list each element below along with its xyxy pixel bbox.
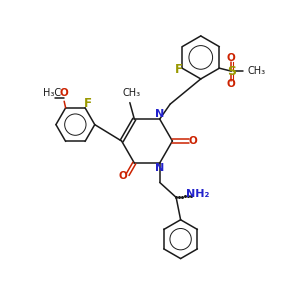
Text: O: O [119,171,128,181]
Text: S: S [227,65,236,78]
Text: H₃C: H₃C [43,88,61,98]
Text: O: O [188,136,197,146]
Text: F: F [83,97,92,110]
Text: N: N [155,109,164,119]
Text: NH₂: NH₂ [186,189,209,200]
Text: CH₃: CH₃ [248,66,266,76]
Text: F: F [175,63,183,76]
Text: O: O [60,88,68,98]
Text: N: N [155,164,164,173]
Text: CH₃: CH₃ [122,88,140,98]
Text: O: O [227,79,236,89]
Text: O: O [227,53,236,63]
